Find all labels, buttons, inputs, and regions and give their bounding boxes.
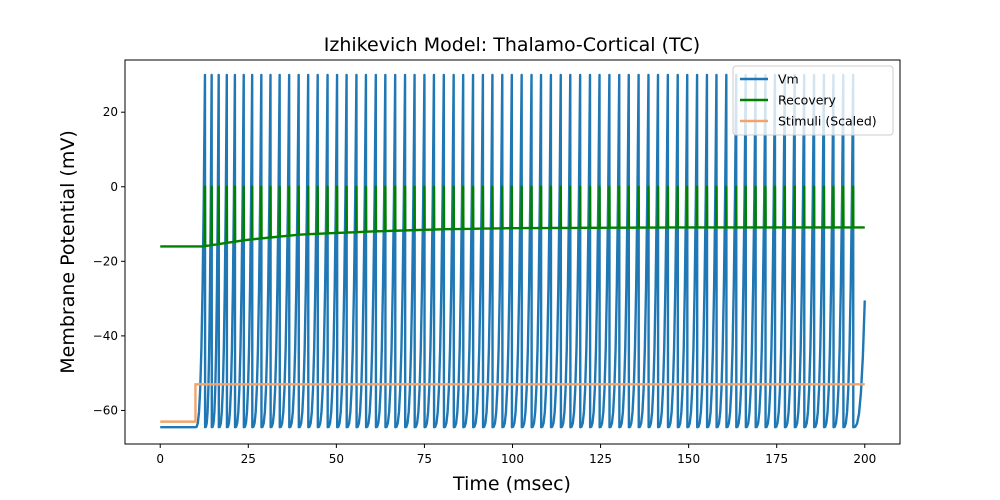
series-line-recovery xyxy=(160,185,865,248)
x-axis: 0 25 50 75 100 125 150 175 200 xyxy=(156,444,876,466)
x-tick-label: 0 xyxy=(156,452,164,466)
x-tick-label: 200 xyxy=(853,452,876,466)
legend-label-recovery: Recovery xyxy=(778,93,837,108)
x-tick-label: 25 xyxy=(241,452,256,466)
series-layer xyxy=(160,73,866,429)
y-tick-label: 0 xyxy=(110,180,118,194)
y-axis-label: Membrane Potential (mV) xyxy=(57,130,79,373)
legend-label-stimuli: Stimuli (Scaled) xyxy=(778,114,877,129)
y-tick-label: −60 xyxy=(93,403,118,417)
x-tick-label: 125 xyxy=(589,452,612,466)
legend-box xyxy=(732,65,894,136)
legend-label-vm: Vm xyxy=(778,72,799,87)
x-tick-label: 150 xyxy=(677,452,700,466)
y-tick-label: 20 xyxy=(103,105,118,119)
x-tick-label: 175 xyxy=(765,452,788,466)
y-axis: −60 −40 −20 0 20 xyxy=(93,105,125,417)
legend: Vm Recovery Stimuli (Scaled) xyxy=(732,65,894,136)
x-tick-label: 75 xyxy=(417,452,432,466)
x-axis-label: Time (msec) xyxy=(452,473,571,495)
y-tick-label: −40 xyxy=(93,329,118,343)
chart-title: Izhikevich Model: Thalamo-Cortical (TC) xyxy=(324,34,700,56)
x-tick-label: 50 xyxy=(329,452,344,466)
series-line-stimuli xyxy=(160,383,865,423)
y-tick-label: −20 xyxy=(93,254,118,268)
x-tick-label: 100 xyxy=(501,452,524,466)
